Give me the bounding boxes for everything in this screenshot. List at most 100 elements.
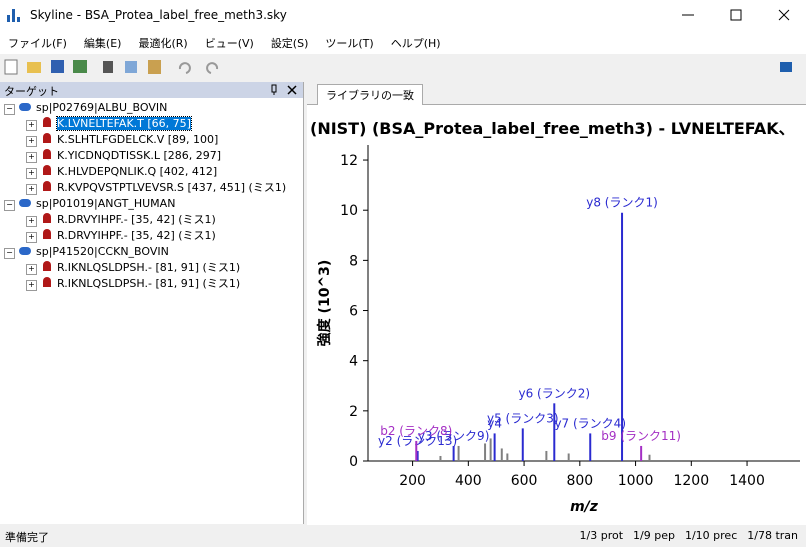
panel-title: ターゲット xyxy=(4,85,59,98)
expander[interactable]: − xyxy=(4,104,15,115)
panel-buttons[interactable] xyxy=(268,84,300,96)
peptide-icon xyxy=(43,181,51,191)
x-axis-label: m/z xyxy=(570,499,599,515)
menu-item[interactable]: 編集(E) xyxy=(83,37,122,50)
peptide-icon xyxy=(43,117,51,127)
window-title: Skyline - BSA_Protea_label_free_meth3.sk… xyxy=(30,8,287,22)
x-tick-label: 200 xyxy=(399,473,426,489)
x-tick-label: 800 xyxy=(566,473,593,489)
expander[interactable]: + xyxy=(26,184,37,195)
expander[interactable]: + xyxy=(26,216,37,227)
menu-item[interactable]: ファイル(F) xyxy=(8,37,67,50)
menu-item[interactable]: 設定(S) xyxy=(270,37,309,50)
y-tick-label: 12 xyxy=(340,153,358,169)
library-match-panel: ライブラリの一致 (NIST) (BSA_Protea_label_free_m… xyxy=(307,82,806,525)
app-icon xyxy=(7,9,20,22)
peptide-icon xyxy=(43,277,51,287)
x-tick-label: 600 xyxy=(511,473,538,489)
menu-bar: ファイル(F) 編集(E) 最適化(R) ビュー(V) 設定(S) ツール(T) ヘルプ(H… xyxy=(0,30,806,54)
peptide-row[interactable]: + R.IKNLQSLDPSH.- [81, 91] (ミス1) xyxy=(4,276,302,292)
status-bar: 準備完了 1/3 prot 1/9 pep 1/10 prec 1/78 tran xyxy=(0,525,806,547)
peak-label: y7 (ランク4) xyxy=(554,416,626,430)
y-tick-label: 8 xyxy=(349,253,358,269)
protein-row[interactable]: − sp|P01019|ANGT_HUMAN xyxy=(4,196,302,212)
peptide-row[interactable]: + K.HLVDEPQNLIK.Q [402, 412] xyxy=(4,164,302,180)
toolbar xyxy=(0,55,806,79)
x-tick-label: 400 xyxy=(455,473,482,489)
expander[interactable]: + xyxy=(26,120,37,131)
peptide-icon xyxy=(43,229,51,239)
window-controls[interactable] xyxy=(670,0,806,30)
menu-item[interactable]: ヘルプ(H) xyxy=(390,37,441,50)
peptide-name: R.IKNLQSLDPSH.- [81, 91] (ミス1) xyxy=(57,277,241,290)
menu-item[interactable]: ツール(T) xyxy=(325,37,374,50)
expander[interactable]: − xyxy=(4,248,15,259)
expander[interactable]: + xyxy=(26,152,37,163)
target-tree: − sp|P02769|ALBU_BOVIN + K.LVNELTEFAK.T [66… xyxy=(4,100,302,292)
peptide-icon xyxy=(43,165,51,175)
peptide-icon xyxy=(43,133,51,143)
x-tick-label: 1200 xyxy=(673,473,709,489)
peptide-name: R.DRVYIHPF.- [35, 42] (ミス1) xyxy=(57,229,216,242)
peptide-row[interactable]: + R.DRVYIHPF.- [35, 42] (ミス1) xyxy=(4,228,302,244)
peptide-row[interactable]: + R.IKNLQSLDPSH.- [81, 91] (ミス1) xyxy=(4,260,302,276)
status-count: 1/9 pep xyxy=(633,529,675,542)
peptide-row[interactable]: + K.LVNELTEFAK.T [66, 75] xyxy=(4,116,302,132)
peak-label: y3 (ランク9) xyxy=(418,429,490,443)
protein-name: sp|P01019|ANGT_HUMAN xyxy=(36,197,176,210)
peptide-name: R.KVPQVSTPTLVEVSR.S [437, 451] (ミス1) xyxy=(57,181,287,194)
peptide-row[interactable]: + R.KVPQVSTPTLVEVSR.S [437, 451] (ミス1) xyxy=(4,180,302,196)
status-text: 準備完了 xyxy=(5,531,49,544)
y-tick-label: 4 xyxy=(349,354,358,370)
expander[interactable]: + xyxy=(26,168,37,179)
title-bar: Skyline - BSA_Protea_label_free_meth3.sk… xyxy=(0,0,806,30)
peptide-row[interactable]: + K.SLHTLFGDELCK.V [89, 100] xyxy=(4,132,302,148)
menu-item[interactable]: 最適化(R) xyxy=(138,37,188,50)
protein-icon xyxy=(19,199,31,207)
peak-label: y6 (ランク2) xyxy=(519,386,591,400)
peptide-icon xyxy=(43,213,51,223)
protein-icon xyxy=(19,247,31,255)
peptide-name: K.YICDNQDTISSK.L [286, 297] xyxy=(57,149,222,162)
peak-label: y2 (ランク13) xyxy=(378,434,457,448)
peptide-name: R.DRVYIHPF.- [35, 42] (ミス1) xyxy=(57,213,216,226)
panel-header: ターゲット xyxy=(0,82,303,98)
peptide-name: K.LVNELTEFAK.T [66, 75] xyxy=(56,116,192,131)
expander[interactable]: + xyxy=(26,264,37,275)
status-count: 1/10 prec xyxy=(684,529,738,542)
x-tick-label: 1000 xyxy=(618,473,654,489)
y-tick-label: 0 xyxy=(349,454,358,470)
menu-item[interactable]: ビュー(V) xyxy=(204,37,254,50)
x-tick-label: 1400 xyxy=(729,473,765,489)
targets-panel: ターゲット − sp|P02769|ALBU_BOVIN + K.LVNELTEFAK… xyxy=(0,82,304,524)
peak-label: b2 (ランク8) xyxy=(380,424,452,438)
peptide-row[interactable]: + R.DRVYIHPF.- [35, 42] (ミス1) xyxy=(4,212,302,228)
peak-label: y5 (ランク3) xyxy=(487,411,559,425)
protein-name: sp|P41520|CCKN_BOVIN xyxy=(36,245,169,258)
expander[interactable]: + xyxy=(26,232,37,243)
expander[interactable]: − xyxy=(4,200,15,211)
y-tick-label: 2 xyxy=(349,404,358,420)
peptide-name: R.IKNLQSLDPSH.- [81, 91] (ミス1) xyxy=(57,261,241,274)
tab[interactable]: ライブラリの一致 xyxy=(317,84,423,105)
chart-title: (NIST) (BSA_Protea_label_free_meth3) - L… xyxy=(310,119,795,138)
status-count: 1/78 tran xyxy=(747,529,798,542)
expander[interactable]: + xyxy=(26,136,37,147)
peak-label: y8 (ランク1) xyxy=(586,196,658,210)
peptide-icon xyxy=(43,261,51,271)
expander[interactable]: + xyxy=(26,280,37,291)
tab-strip: ライブラリの一致 xyxy=(307,82,806,105)
toolbar-icons[interactable] xyxy=(0,55,806,79)
spectrum-chart: (NIST) (BSA_Protea_label_free_meth3) - L… xyxy=(310,119,800,515)
protein-row[interactable]: − sp|P02769|ALBU_BOVIN xyxy=(4,100,302,116)
protein-row[interactable]: − sp|P41520|CCKN_BOVIN xyxy=(4,244,302,260)
protein-icon xyxy=(19,103,31,111)
peptide-name: K.HLVDEPQNLIK.Q [402, 412] xyxy=(57,165,218,178)
y-tick-label: 6 xyxy=(349,304,358,320)
status-count: 1/3 prot xyxy=(579,529,624,542)
y-tick-label: 10 xyxy=(340,203,358,219)
peak-label: y4 xyxy=(487,416,502,430)
peptide-row[interactable]: + K.YICDNQDTISSK.L [286, 297] xyxy=(4,148,302,164)
peptide-name: K.SLHTLFGDELCK.V [89, 100] xyxy=(57,133,219,146)
